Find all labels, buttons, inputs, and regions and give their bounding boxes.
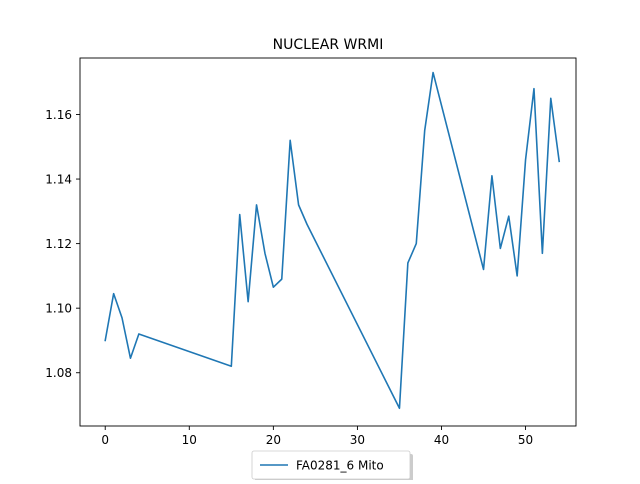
chart-title: NUCLEAR WRMI — [273, 37, 384, 53]
x-tick-label: 20 — [266, 433, 281, 447]
y-tick-label: 1.14 — [45, 173, 72, 187]
x-tick-label: 30 — [350, 433, 365, 447]
x-tick-label: 50 — [518, 433, 533, 447]
y-tick-label: 1.12 — [45, 237, 72, 251]
legend-box — [251, 450, 411, 480]
y-tick-label: 1.10 — [45, 302, 72, 316]
y-tick-label: 1.08 — [45, 366, 72, 380]
x-tick-label: 0 — [101, 433, 109, 447]
y-tick-label: 1.16 — [45, 108, 72, 122]
legend: FA0281_6 Mito — [251, 450, 413, 482]
plot-area: 0 10 20 30 40 50 1.08 1.10 1.12 1.14 1.16 — [45, 57, 577, 447]
series-line-0 — [104, 71, 561, 410]
x-tick-label: 10 — [182, 433, 197, 447]
x-tick-label: 40 — [434, 433, 449, 447]
legend-label: FA0281_6 Mito — [296, 459, 384, 473]
axes-frame — [79, 57, 577, 427]
